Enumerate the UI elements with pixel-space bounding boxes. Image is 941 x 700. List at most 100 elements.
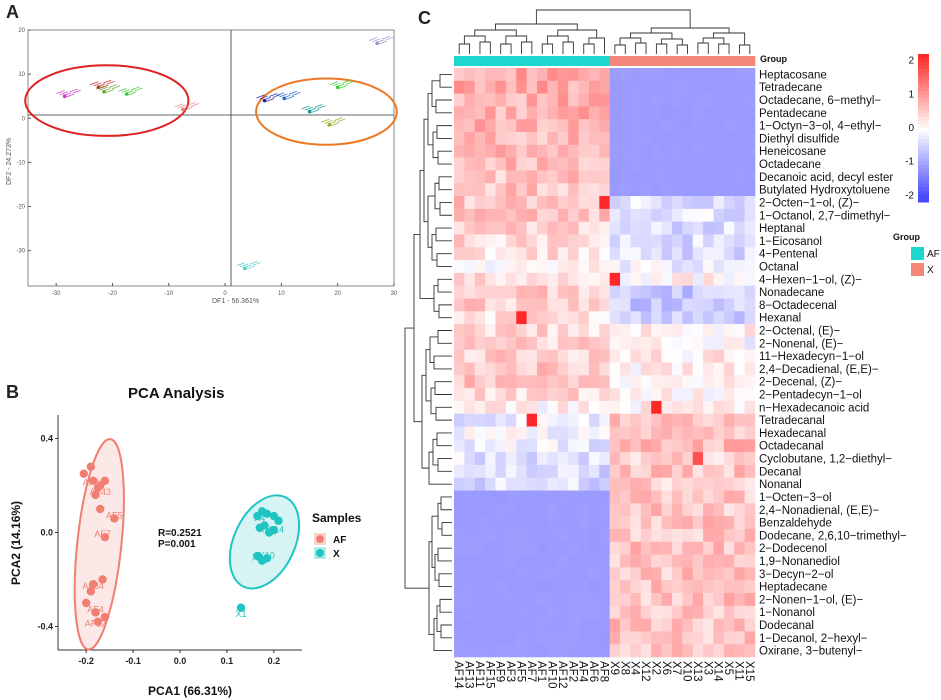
heatmap-cell xyxy=(661,260,673,274)
heatmap-column-label: X7 xyxy=(670,661,682,675)
heatmap-cell xyxy=(474,311,486,325)
heatmap-cell xyxy=(682,132,694,146)
heatmap-cell xyxy=(537,554,548,568)
heatmap-cell xyxy=(568,528,579,543)
heatmap-cell xyxy=(671,119,683,133)
heatmap-cell xyxy=(651,68,662,82)
dendrogram-branch xyxy=(437,150,452,165)
panel-b-point xyxy=(269,525,279,535)
heatmap-cell xyxy=(682,157,694,171)
heatmap-cell xyxy=(703,400,714,415)
panel-a-y-tick-label: 0 xyxy=(22,116,26,122)
heatmap-cell xyxy=(557,464,569,479)
dendrogram-branch xyxy=(438,304,452,319)
heatmap-cell xyxy=(454,336,465,350)
heatmap-cell xyxy=(474,93,486,107)
colorbar-step xyxy=(918,65,929,70)
heatmap-cell xyxy=(630,400,642,415)
dendrogram-branch xyxy=(438,176,452,191)
heatmap-cell xyxy=(578,567,590,581)
heatmap-cell xyxy=(578,157,590,171)
heatmap-cell xyxy=(620,618,631,632)
heatmap-cell xyxy=(578,439,590,453)
panel-a-sample-mark xyxy=(131,86,140,91)
heatmap-cell xyxy=(599,208,610,222)
heatmap-cell xyxy=(640,592,652,607)
heatmap-cell xyxy=(599,132,610,146)
heatmap-cell xyxy=(703,68,714,82)
heatmap-cell xyxy=(454,106,465,120)
heatmap-cell xyxy=(620,490,631,504)
heatmap-cell xyxy=(568,298,579,312)
heatmap-cell xyxy=(734,439,745,453)
heatmap-cell xyxy=(516,439,527,453)
heatmap-cell xyxy=(723,298,735,312)
panel-a-sample-mark xyxy=(368,37,378,41)
heatmap-cell xyxy=(505,477,517,491)
heatmap-cell xyxy=(661,349,673,363)
heatmap-cell xyxy=(620,311,631,325)
heatmap-cell xyxy=(661,516,673,530)
dendrogram-branch xyxy=(435,406,452,421)
heatmap-row-label: Butylated Hydroxytoluene xyxy=(759,185,890,197)
heatmap-cell xyxy=(526,183,538,197)
heatmap-cell xyxy=(547,567,559,581)
heatmap-cell xyxy=(588,260,600,274)
heatmap-cell xyxy=(651,528,662,543)
heatmap-cell xyxy=(454,132,465,146)
heatmap-cell xyxy=(568,311,579,325)
heatmap-cell xyxy=(703,311,714,325)
panel-a-sample-mark xyxy=(256,94,265,99)
heatmap-group-bar-cell xyxy=(630,56,642,66)
heatmap-group-bar-cell xyxy=(734,56,745,66)
heatmap-cell xyxy=(692,477,704,491)
heatmap-row-label: Tetradecanal xyxy=(759,415,825,427)
heatmap-group-bar-cell xyxy=(516,56,527,66)
heatmap-cell xyxy=(588,413,600,427)
heatmap-cell xyxy=(578,413,590,427)
dendrogram-branch xyxy=(655,43,668,54)
heatmap-cell xyxy=(713,119,725,133)
dendrogram-branch xyxy=(437,547,452,562)
heatmap-cell xyxy=(661,592,673,607)
panel-a-sample-mark xyxy=(317,105,326,110)
heatmap-cell xyxy=(578,605,590,619)
heatmap-cell xyxy=(620,298,631,312)
heatmap-cell xyxy=(682,106,694,120)
heatmap-column-label: X13 xyxy=(691,661,703,681)
heatmap-cell xyxy=(495,80,507,94)
heatmap-cell xyxy=(630,157,642,171)
panel-b-point xyxy=(100,476,110,485)
heatmap-cell xyxy=(661,80,673,94)
heatmap-cell xyxy=(671,247,683,261)
heatmap-cell xyxy=(703,567,714,581)
heatmap-row-label: 1,9−Nonanediol xyxy=(759,556,840,568)
heatmap-cell xyxy=(464,464,476,479)
heatmap-cell xyxy=(682,260,694,274)
heatmap-cell xyxy=(599,426,610,440)
heatmap-cell xyxy=(516,477,527,491)
heatmap-cell xyxy=(526,503,538,517)
heatmap-cell xyxy=(516,272,527,286)
heatmap-cell xyxy=(557,260,569,274)
panel-b-point-label: AF12 xyxy=(85,619,107,629)
panel-a-group-centroid xyxy=(62,94,67,99)
heatmap-cell xyxy=(620,157,631,171)
heatmap-row-label: 2−Octen−1−ol, (Z)− xyxy=(759,197,860,209)
colorbar-step xyxy=(918,120,929,125)
heatmap-cell xyxy=(630,285,642,299)
heatmap-cell xyxy=(682,528,694,543)
heatmap-cell xyxy=(516,426,527,440)
heatmap-cell xyxy=(474,528,486,543)
heatmap-cell xyxy=(557,93,569,107)
heatmap-cell xyxy=(734,285,745,299)
heatmap-cell xyxy=(713,413,725,427)
heatmap-cell xyxy=(692,247,704,261)
heatmap-cell xyxy=(464,413,476,427)
panel-b-legend-dot xyxy=(316,535,324,543)
heatmap-cell xyxy=(620,439,631,453)
heatmap-cell xyxy=(495,144,507,158)
colorbar-step xyxy=(918,57,929,62)
heatmap-cell xyxy=(578,208,590,222)
